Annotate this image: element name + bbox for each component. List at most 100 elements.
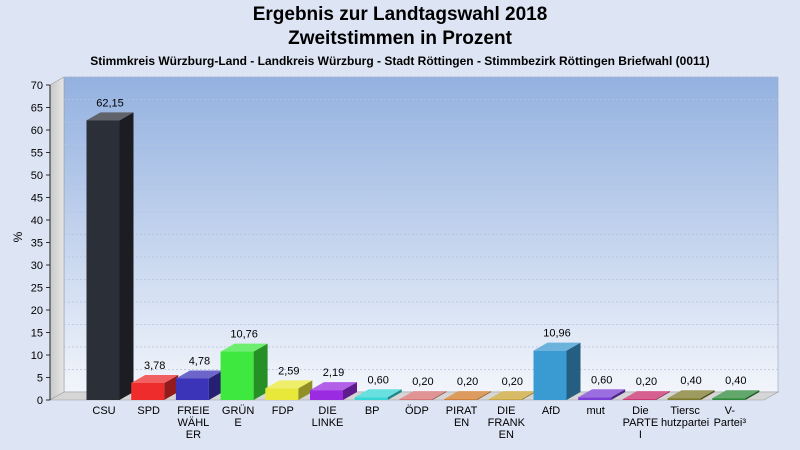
x-tick-label: V-Partei³ bbox=[714, 405, 747, 429]
bar-top bbox=[667, 390, 715, 399]
bar-piraten bbox=[444, 391, 492, 400]
x-tick-label-line: Die bbox=[632, 405, 649, 417]
x-tick-label: DIE FRANK EN bbox=[488, 405, 526, 441]
gridlines bbox=[64, 76, 778, 370]
x-tick-label-line: ER bbox=[186, 429, 201, 441]
bar-top bbox=[578, 389, 626, 398]
bar-afd bbox=[533, 342, 581, 400]
y-axis-label: % bbox=[11, 231, 25, 242]
bar-top bbox=[265, 380, 313, 389]
bar-top bbox=[354, 389, 402, 398]
bar-top bbox=[712, 390, 760, 399]
bar-ödp bbox=[399, 391, 447, 400]
y-tick-label: 25 bbox=[31, 283, 43, 295]
x-tick-label-line: EN bbox=[499, 429, 514, 441]
bar-side bbox=[387, 389, 402, 400]
x-tick-label-line: AfD bbox=[542, 405, 560, 417]
bar-side bbox=[164, 374, 179, 400]
bar-side bbox=[253, 343, 268, 400]
x-axis-labels: CSU SPD FREIE WÄHL ER GRÜN E FDP DIE LINKE BP ÖDP PI… bbox=[92, 405, 746, 441]
bar-csu bbox=[86, 112, 134, 400]
x-tick-label-line: CSU bbox=[92, 405, 115, 417]
x-tick-label: mut bbox=[587, 405, 605, 417]
bar-diefranken bbox=[488, 391, 536, 400]
bar-grüne bbox=[220, 343, 268, 400]
bar-dielinke bbox=[310, 382, 357, 400]
x-tick-label-line: hutzpartei bbox=[661, 417, 709, 429]
bar-tierschutzpartei bbox=[667, 390, 715, 400]
bar-fdp bbox=[265, 380, 313, 400]
bar-top bbox=[175, 370, 223, 379]
bar-top bbox=[444, 391, 492, 400]
x-tick-label-line: E bbox=[234, 417, 241, 429]
bar-front bbox=[265, 388, 299, 400]
bar-top bbox=[533, 342, 581, 351]
bar-top bbox=[220, 343, 268, 352]
bar-diepartei bbox=[622, 391, 670, 400]
x-tick-label: AfD bbox=[542, 405, 560, 417]
bar-side bbox=[298, 380, 313, 400]
x-tick-label-line: PARTE bbox=[623, 417, 659, 429]
y-tick-label: 30 bbox=[31, 260, 43, 272]
data-label: 2,19 bbox=[323, 367, 344, 379]
bar-side bbox=[566, 342, 581, 400]
bar-front bbox=[712, 398, 746, 400]
y-tick-label: 10 bbox=[31, 350, 43, 362]
plot-side-wall bbox=[49, 76, 65, 401]
bar-spd bbox=[131, 374, 179, 400]
bar-v-partei³ bbox=[712, 390, 760, 400]
chart-subtitle: Zweitstimmen in Prozent bbox=[288, 28, 512, 49]
data-label: 2,59 bbox=[278, 365, 299, 377]
plot-background bbox=[48, 76, 780, 401]
x-tick-label-line: FDP bbox=[272, 405, 294, 417]
bar-top bbox=[131, 374, 179, 383]
bar-side bbox=[700, 390, 715, 400]
y-axis: 0 5 10 15 20 25 30 35 40 45 50 55 60 65 70 bbox=[31, 80, 51, 407]
bar-front bbox=[354, 397, 388, 400]
y-tick-label: 35 bbox=[31, 238, 43, 250]
x-tick-label: FDP bbox=[272, 405, 294, 417]
x-tick-label-line: Partei³ bbox=[714, 417, 747, 429]
data-label: 10,96 bbox=[543, 328, 571, 340]
bar-side bbox=[521, 391, 536, 400]
bar-side bbox=[745, 390, 760, 400]
data-label: 10,76 bbox=[230, 329, 258, 341]
y-tick-label: 45 bbox=[31, 193, 43, 205]
chart-title: Ergebnis zur Landtagswahl 2018 bbox=[252, 4, 548, 25]
x-tick-label: DIE LINKE bbox=[312, 405, 344, 429]
y-tick-label: 60 bbox=[31, 125, 43, 137]
y-tick-label: 40 bbox=[31, 215, 43, 227]
x-tick-label-line: FRANK bbox=[488, 417, 526, 429]
bars: 62,15 3,78 4,78 10,76 2,59 2,19 0,60 0,20 0,20 0,… bbox=[86, 97, 760, 400]
y-tick-label: 50 bbox=[31, 170, 43, 182]
bar-front bbox=[175, 378, 209, 400]
x-tick-label: SPD bbox=[137, 405, 160, 417]
bar-front bbox=[533, 350, 567, 400]
bar-front bbox=[488, 399, 522, 400]
bar-top bbox=[399, 391, 447, 400]
x-tick-label-line: EN bbox=[454, 417, 469, 429]
x-tick-label: CSU bbox=[92, 405, 115, 417]
bar-front bbox=[622, 399, 656, 400]
bar-front bbox=[310, 390, 343, 400]
x-tick-label: Die PARTE I bbox=[623, 405, 659, 441]
x-tick-label-line: DIE bbox=[318, 405, 336, 417]
x-tick-label: PIRAT EN bbox=[446, 405, 478, 429]
x-tick-label-line: ÖDP bbox=[405, 405, 429, 417]
data-label: 0,20 bbox=[412, 376, 433, 388]
x-tick-label-line: WÄHL bbox=[178, 417, 210, 429]
bar-side bbox=[208, 370, 223, 400]
data-label: 0,60 bbox=[367, 374, 388, 386]
x-tick-label-line: SPD bbox=[137, 405, 160, 417]
y-tick-label: 20 bbox=[31, 305, 43, 317]
data-label: 0,20 bbox=[502, 376, 523, 388]
bar-side bbox=[611, 389, 626, 400]
bar-front bbox=[220, 351, 254, 400]
bar-front bbox=[131, 382, 165, 400]
bar-side bbox=[477, 391, 492, 400]
x-tick-label-line: BP bbox=[365, 405, 380, 417]
y-tick-label: 0 bbox=[37, 395, 43, 407]
x-tick-label-line: FREIE bbox=[177, 405, 209, 417]
x-tick-label: GRÜN E bbox=[222, 405, 254, 429]
bar-top bbox=[622, 391, 670, 400]
